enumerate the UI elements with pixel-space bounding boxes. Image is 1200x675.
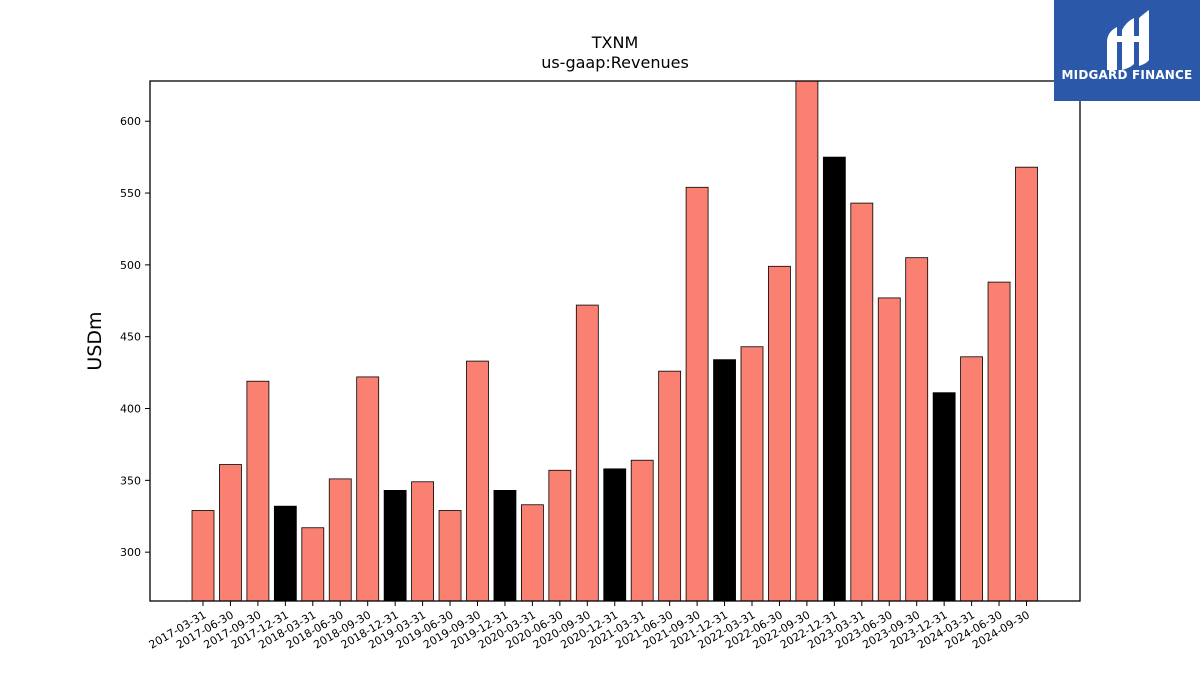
chart-title: TXNM bbox=[591, 33, 639, 52]
bars-group bbox=[191, 80, 1038, 602]
bar-2019-03-31 bbox=[411, 481, 435, 602]
bar-2021-09-30 bbox=[685, 186, 709, 602]
bar-2019-12-31 bbox=[493, 489, 517, 602]
bar-2017-03-31 bbox=[191, 510, 215, 602]
bar-2017-12-31 bbox=[273, 505, 297, 602]
bar-2022-09-30 bbox=[795, 80, 819, 602]
bar-2024-09-30 bbox=[1015, 166, 1038, 602]
bar-2020-03-31 bbox=[521, 504, 544, 602]
bar-2021-12-31 bbox=[713, 359, 736, 602]
bar-2024-03-31 bbox=[960, 356, 983, 602]
y-ticks-group: 300 350 400 450 500 550 600 bbox=[120, 115, 150, 559]
bar-2023-06-30 bbox=[877, 297, 901, 602]
x-ticks-group: 2017-03-312017-06-302017-09-302017-12-31… bbox=[147, 601, 1032, 652]
bar-2018-06-30 bbox=[328, 478, 352, 602]
bar-2024-06-30 bbox=[987, 281, 1011, 602]
midgard-logo-icon bbox=[1107, 10, 1149, 70]
bar-2019-09-30 bbox=[466, 360, 489, 602]
bar-2023-03-31 bbox=[850, 202, 874, 602]
bar-2020-12-31 bbox=[603, 468, 627, 602]
bar-2019-06-30 bbox=[438, 510, 462, 602]
chart-subtitle: us-gaap:Revenues bbox=[541, 53, 689, 72]
bar-2018-12-31 bbox=[383, 489, 407, 602]
y-tick-label: 450 bbox=[120, 331, 141, 344]
bar-2017-06-30 bbox=[219, 464, 242, 602]
brand-name: MIDGARD FINANCE bbox=[1061, 68, 1193, 82]
bar-2022-06-30 bbox=[768, 265, 791, 602]
brand-logo: MIDGARD FINANCE bbox=[1054, 0, 1200, 101]
y-axis-label: USDm bbox=[84, 311, 106, 370]
bar-2022-03-31 bbox=[740, 346, 764, 602]
plot-frame bbox=[149, 80, 1081, 602]
bar-2021-03-31 bbox=[630, 459, 654, 602]
bar-2022-12-31 bbox=[822, 156, 846, 602]
bar-2018-03-31 bbox=[301, 527, 325, 602]
y-tick-label: 500 bbox=[120, 259, 141, 272]
bar-2023-09-30 bbox=[905, 257, 929, 602]
y-tick-label: 400 bbox=[120, 403, 141, 416]
y-tick-label: 350 bbox=[120, 474, 141, 487]
bar-2018-09-30 bbox=[356, 376, 380, 602]
bar-2020-06-30 bbox=[548, 469, 572, 602]
y-tick-label: 550 bbox=[120, 187, 141, 200]
bar-2020-09-30 bbox=[575, 304, 599, 602]
bar-2021-06-30 bbox=[658, 370, 682, 602]
bar-2023-12-31 bbox=[932, 392, 956, 602]
y-tick-label: 600 bbox=[120, 115, 141, 128]
bar-2017-09-30 bbox=[246, 380, 270, 602]
y-tick-label: 300 bbox=[120, 546, 141, 559]
